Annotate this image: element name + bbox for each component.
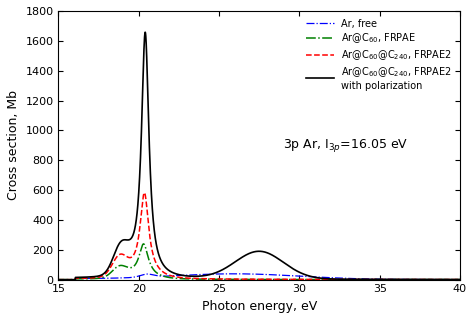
X-axis label: Photon energy, eV: Photon energy, eV <box>201 300 317 313</box>
Legend: Ar, free, Ar@C$_{60}$, FRPAE, Ar@C$_{60}$@C$_{240}$, FRPAE2, Ar@C$_{60}$@C$_{240: Ar, free, Ar@C$_{60}$, FRPAE, Ar@C$_{60}… <box>303 16 455 93</box>
Text: 3p Ar, I$_{3p}$=16.05 eV: 3p Ar, I$_{3p}$=16.05 eV <box>283 137 409 154</box>
Y-axis label: Cross section, Mb: Cross section, Mb <box>7 90 20 200</box>
